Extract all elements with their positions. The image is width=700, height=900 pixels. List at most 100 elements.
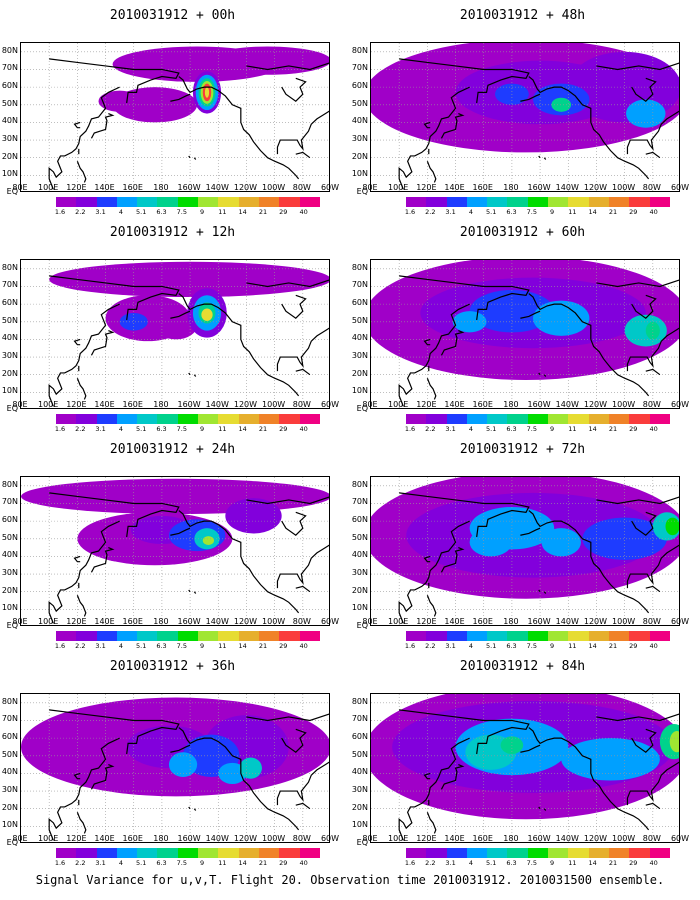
variance-contour [665, 517, 679, 536]
panel-title: 2010031912 + 24h [109, 442, 236, 457]
lon-label: 140E [94, 617, 115, 626]
colorbar-level: 5.1 [136, 208, 147, 216]
colorbar-level: 1.6 [404, 208, 416, 216]
lat-label: 20N [1, 585, 18, 595]
colorbar-swatch [116, 197, 138, 207]
lon-label: 100E [38, 183, 59, 192]
colorbar-swatch [279, 848, 300, 858]
colorbar-level: 21 [608, 208, 618, 216]
lat-label: 70N [351, 714, 368, 724]
lon-label: 160W [527, 834, 551, 843]
lon-label: 80E [362, 400, 378, 409]
colorbar-swatch [218, 631, 239, 641]
coastline [178, 293, 300, 397]
lat-label: 10N [1, 603, 18, 613]
coastline [276, 110, 329, 155]
variance-contour [98, 90, 141, 112]
coastline [398, 86, 470, 190]
lon-label: 80W [292, 617, 311, 626]
lat-label: 30N [351, 785, 368, 795]
colorbar-swatch [446, 631, 467, 641]
colorbar-swatch [76, 414, 97, 424]
lon-label: 100W [612, 400, 636, 409]
lat-label: 70N [351, 497, 368, 507]
colorbar-swatch [56, 197, 77, 207]
colorbar-swatch [588, 848, 609, 858]
lat-label: 60N [351, 298, 368, 308]
coastline [193, 808, 197, 811]
coastline [281, 294, 307, 320]
colorbar-level: 40 [299, 859, 308, 867]
lat-label: 30N [1, 568, 18, 578]
coastline [193, 157, 197, 160]
colorbar-level: 4 [118, 859, 123, 867]
lon-label: 160E [122, 617, 143, 626]
colorbar-swatch [426, 414, 447, 424]
colorbar-swatch [218, 848, 239, 858]
lon-label: 100E [38, 834, 59, 843]
colorbar-level: 1.6 [54, 425, 66, 433]
lat-label: 30N [351, 568, 368, 578]
coastline [246, 62, 329, 71]
lat-label: 10N [351, 603, 368, 613]
lon-label: 100W [262, 834, 286, 843]
lat-label: EQ [356, 621, 368, 630]
lon-label: 180 [503, 834, 519, 843]
lon-label: 100W [612, 834, 636, 843]
colorbar-level: 3.1 [445, 859, 456, 867]
lat-label: 10N [1, 820, 18, 830]
colorbar-swatch [406, 414, 427, 424]
lat-label: 30N [351, 351, 368, 361]
lon-label: 60W [670, 400, 690, 409]
variance-contour [218, 762, 247, 784]
colorbar-swatch [568, 197, 589, 207]
colorbar-level: 40 [299, 425, 308, 433]
coastline [49, 275, 180, 321]
variance-contour [626, 99, 666, 128]
coastline [426, 812, 437, 834]
coastline [538, 589, 541, 593]
lat-label: 60N [1, 732, 18, 742]
colorbar-level: 3.1 [95, 859, 106, 867]
lon-label: 160W [177, 617, 201, 626]
coastline [188, 155, 191, 159]
lon-label: 140E [444, 400, 465, 409]
lon-label: 140E [94, 400, 115, 409]
lat-label: EQ [6, 838, 18, 847]
coastline [73, 555, 81, 563]
colorbar-swatch [406, 848, 427, 858]
lon-label: 80E [362, 183, 378, 192]
colorbar-level: 40 [299, 642, 308, 650]
lon-label: 120W [233, 183, 258, 192]
lat-label: 60N [351, 81, 368, 91]
colorbar-level: 2.2 [425, 425, 436, 433]
colorbar-level: 4 [118, 208, 123, 216]
colorbar-level: 3.1 [445, 208, 456, 216]
colorbar-level: 3.1 [445, 642, 456, 650]
lon-label: 120W [583, 617, 608, 626]
map-panel-36h: 2010031912 + 36h 80N 70N 60N 50N 40N 30N 20N 10N… [0, 651, 345, 876]
colorbar-level: 6.3 [156, 859, 167, 867]
colorbar-level: 21 [608, 642, 618, 650]
colorbar-swatch [96, 631, 117, 641]
lon-label: 120E [416, 617, 437, 626]
map-panel-48h: 2010031912 + 48h 80N 70N 60N 50N 40N 30N 20N 10N… [350, 0, 695, 225]
colorbar-level: 11 [568, 642, 577, 650]
coastline [76, 378, 87, 400]
colorbar-level: 14 [588, 425, 597, 433]
colorbar-swatch [238, 848, 259, 858]
colorbar-swatch [446, 414, 467, 424]
lon-label: 80W [292, 834, 311, 843]
colorbar-swatch [588, 197, 609, 207]
colorbar-level: 3.1 [445, 425, 456, 433]
coastline [543, 591, 547, 594]
lon-label: 160E [472, 617, 493, 626]
lat-label: 80N [351, 696, 368, 706]
colorbar-swatch [487, 414, 508, 424]
lat-label: 80N [351, 479, 368, 489]
colorbar-level: 7.5 [526, 425, 537, 433]
colorbar-swatch [258, 197, 280, 207]
lon-label: 120E [66, 183, 87, 192]
colorbar-swatch [116, 848, 138, 858]
coastline [276, 544, 329, 589]
